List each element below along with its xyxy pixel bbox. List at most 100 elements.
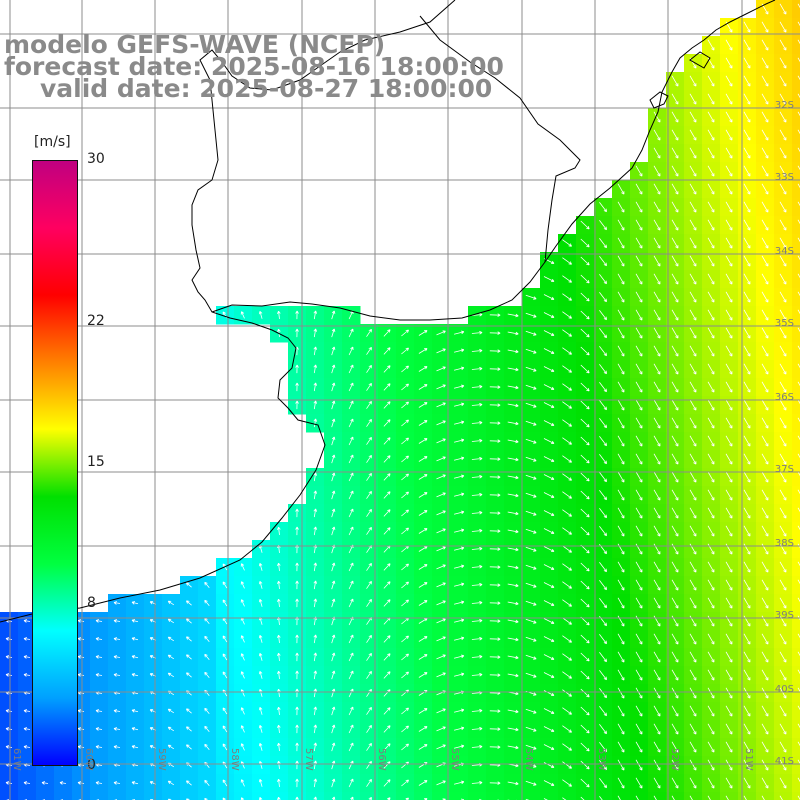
- wind-arrow: [366, 454, 372, 463]
- wind-arrow: [653, 453, 661, 465]
- wind-arrow: [383, 527, 391, 535]
- wind-arrow: [689, 651, 697, 663]
- wind-arrow: [671, 381, 679, 393]
- wind-arrow: [41, 781, 49, 785]
- wind-arrow: [653, 489, 661, 501]
- wind-arrow: [635, 453, 643, 465]
- wind-arrow: [240, 599, 245, 607]
- wind-arrow: [471, 438, 483, 443]
- wind-arrow: [543, 276, 555, 282]
- wind-arrow: [383, 419, 391, 427]
- wind-arrow: [743, 759, 751, 771]
- wind-arrow: [671, 687, 679, 699]
- wind-arrow: [240, 671, 245, 679]
- wind-arrow: [507, 781, 519, 786]
- wind-speed-cell: [108, 792, 127, 800]
- wind-arrow: [331, 508, 336, 518]
- wind-arrow: [366, 472, 372, 481]
- wind-arrow: [617, 579, 625, 591]
- wind-arrow: [779, 507, 787, 519]
- wind-arrow: [707, 795, 711, 800]
- wind-arrow: [418, 528, 428, 534]
- longitude-label: 57W: [303, 748, 314, 771]
- wind-arrow: [761, 147, 769, 159]
- wind-arrow: [348, 634, 354, 644]
- wind-arrow: [689, 399, 697, 411]
- wind-arrow: [761, 201, 769, 213]
- wind-arrow: [707, 111, 715, 123]
- wind-arrow: [453, 366, 465, 371]
- wind-arrow: [743, 417, 751, 429]
- wind-arrow: [436, 546, 446, 552]
- wind-arrow: [507, 385, 519, 390]
- wind-arrow: [453, 348, 465, 353]
- wind-arrow: [23, 781, 31, 785]
- wind-arrow: [599, 292, 607, 303]
- wind-arrow: [436, 636, 446, 642]
- wind-arrow: [797, 237, 800, 243]
- wind-arrow: [331, 778, 336, 788]
- wind-arrow: [277, 634, 281, 643]
- wind-arrow: [671, 93, 679, 105]
- wind-arrow: [653, 165, 661, 177]
- wind-arrow: [689, 687, 697, 699]
- wind-arrow: [240, 707, 245, 715]
- wind-arrow: [507, 655, 519, 660]
- wind-arrow: [418, 780, 428, 786]
- wind-arrow: [707, 561, 715, 573]
- wind-arrow: [779, 75, 787, 87]
- wind-arrow: [797, 705, 800, 711]
- wind-arrow: [761, 57, 769, 69]
- wind-arrow: [113, 727, 121, 731]
- wind-arrow: [743, 57, 751, 69]
- wind-arrow: [405, 797, 409, 800]
- wind-speed-cell: [270, 792, 289, 800]
- wind-arrow: [779, 237, 787, 249]
- wind-arrow: [725, 525, 733, 537]
- wind-arrow: [743, 39, 751, 51]
- wind-arrow: [204, 581, 210, 588]
- wind-arrow: [348, 382, 354, 392]
- wind-speed-cell: [630, 792, 649, 800]
- wind-arrow: [761, 111, 769, 123]
- wind-arrow: [599, 490, 607, 501]
- wind-arrow: [471, 492, 483, 497]
- wind-arrow: [95, 709, 103, 713]
- wind-arrow: [543, 492, 555, 498]
- wind-arrow: [366, 382, 372, 391]
- wind-arrow: [489, 727, 501, 731]
- wind-arrow: [797, 579, 800, 585]
- wind-arrow: [797, 561, 800, 567]
- wind-arrow: [507, 745, 519, 750]
- wind-arrow: [635, 579, 643, 591]
- wind-arrow: [743, 399, 751, 411]
- wind-arrow: [617, 723, 625, 735]
- wind-arrow: [689, 669, 697, 681]
- wind-arrow: [167, 744, 175, 750]
- wind-arrow: [186, 618, 192, 624]
- wind-arrow: [418, 456, 428, 462]
- wind-arrow: [761, 669, 769, 681]
- wind-arrow: [418, 672, 428, 678]
- wind-arrow: [295, 706, 299, 716]
- wind-arrow: [489, 709, 501, 713]
- wind-arrow: [525, 582, 537, 588]
- wind-arrow: [580, 760, 590, 770]
- wind-arrow: [599, 580, 607, 591]
- wind-arrow: [543, 690, 555, 696]
- wind-arrow: [453, 474, 465, 479]
- wind-arrow: [562, 617, 572, 625]
- wind-arrow: [761, 309, 769, 321]
- wind-arrow: [401, 671, 409, 679]
- wind-arrow: [725, 687, 733, 699]
- wind-arrow: [671, 183, 679, 195]
- wind-arrow: [543, 456, 555, 462]
- wind-arrow: [653, 291, 661, 303]
- wind-arrow: [689, 201, 697, 213]
- wind-arrow: [113, 637, 121, 641]
- wind-arrow: [453, 510, 465, 515]
- wind-arrow: [635, 219, 643, 231]
- wind-arrow: [331, 580, 336, 590]
- wind-speed-cell: [684, 792, 703, 800]
- wind-arrow: [599, 526, 607, 537]
